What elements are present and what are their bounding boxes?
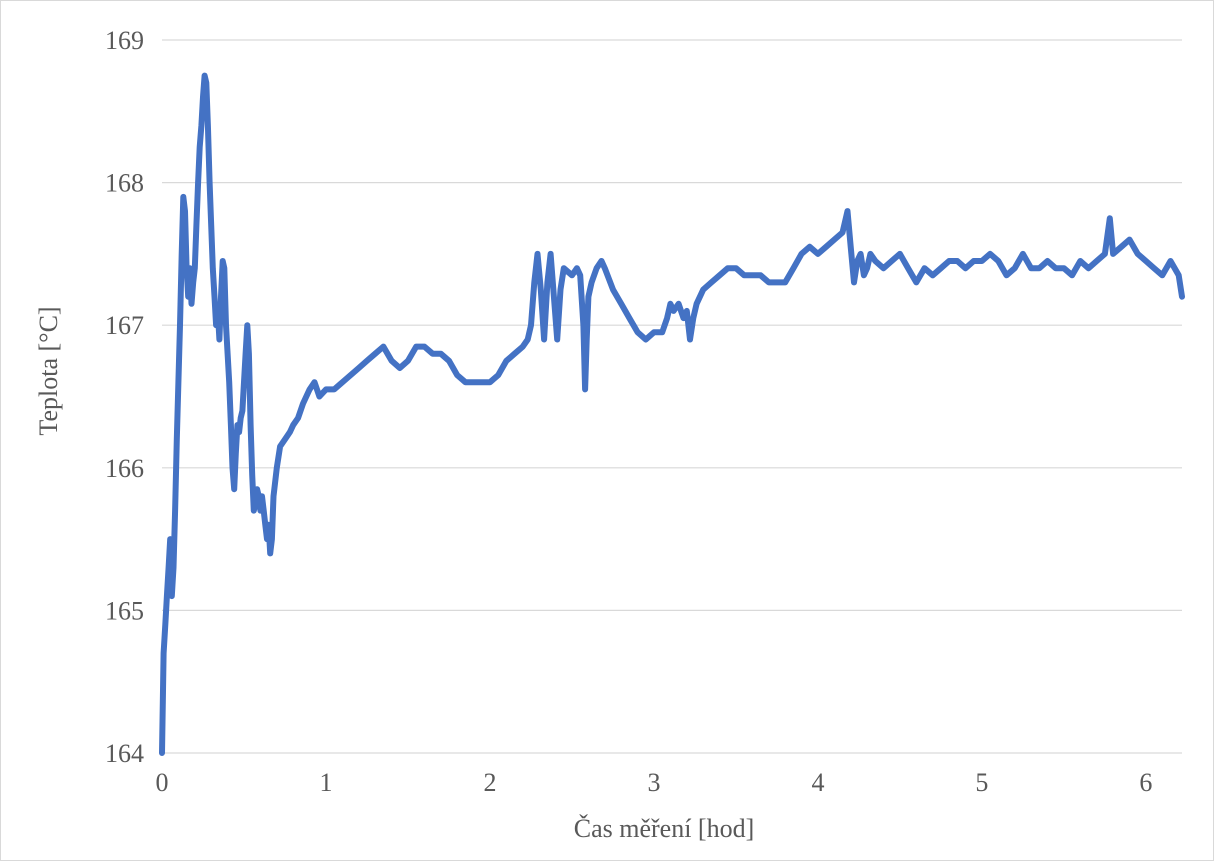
- x-tick-label: 3: [647, 768, 660, 797]
- x-axis-title: Čas měření [hod]: [574, 814, 755, 843]
- series-layer: [159, 72, 1185, 756]
- y-tick-label: 165: [105, 596, 144, 625]
- y-axis-ticks: 164 165 166 167 168 169: [105, 26, 144, 768]
- x-tick-label: 0: [156, 768, 169, 797]
- y-tick-label: 166: [105, 454, 144, 483]
- y-tick-label: 169: [105, 26, 144, 55]
- x-tick-label: 2: [483, 768, 496, 797]
- y-tick-label: 164: [105, 739, 144, 768]
- x-tick-label: 4: [811, 768, 824, 797]
- series-line-temperature: [159, 72, 1185, 756]
- x-tick-label: 6: [1139, 768, 1152, 797]
- x-tick-label: 5: [975, 768, 988, 797]
- y-axis-title: Teplota [°C]: [34, 306, 63, 435]
- x-tick-label: 1: [319, 768, 332, 797]
- y-tick-label: 168: [105, 169, 144, 198]
- y-tick-label: 167: [105, 311, 144, 340]
- gridlines: [162, 39, 1182, 754]
- x-axis-ticks: 0 1 2 3 4 5 6: [156, 768, 1153, 797]
